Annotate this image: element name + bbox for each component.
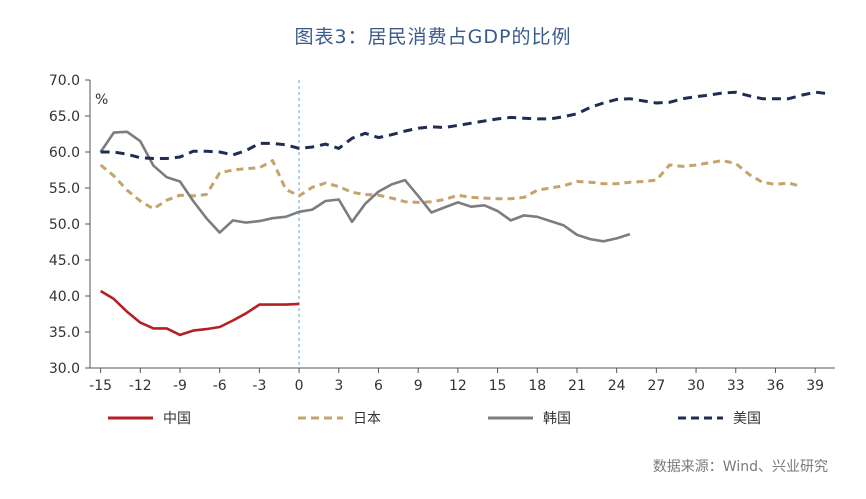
x-tick-label: 3 [334,378,343,394]
series-line-4 [100,90,829,160]
legend-label-2: 日本 [353,411,381,427]
x-tick-label: 18 [528,378,546,394]
chart-title: 图表3：居民消费占GDP的比例 [294,26,572,48]
legend-label-1: 中国 [163,411,191,427]
x-tick-label: -15 [89,378,112,394]
x-tick-label: -3 [252,378,266,394]
x-tick-label: -9 [173,378,187,394]
y-tick-label: 40.0 [49,289,80,305]
x-tick-label: -12 [129,378,152,394]
y-tick-label: 55.0 [49,181,80,197]
legend-label-4: 美国 [733,411,761,427]
series-line-3 [99,130,631,243]
x-tick-label: 12 [449,378,467,394]
x-tick-label: 27 [647,378,665,394]
x-tick-label: 0 [295,378,304,394]
y-tick-label: 35.0 [49,325,80,341]
x-tick-label: 33 [727,378,745,394]
x-tick-label: 6 [374,378,383,394]
unit-label: % [95,92,108,108]
x-tick-label: 9 [414,378,423,394]
x-tick-label: 39 [806,378,824,394]
x-tick-label: 30 [687,378,705,394]
y-tick-label: 30.0 [49,361,80,377]
x-tick-label: 24 [608,378,626,394]
y-tick-label: 70.0 [49,73,80,89]
data-source-note: 数据来源：Wind、兴业研究 [652,459,828,475]
y-tick-label: 50.0 [49,217,80,233]
x-tick-label: -6 [213,378,227,394]
legend-label-3: 韩国 [543,411,571,427]
x-tick-label: 21 [568,378,586,394]
y-tick-label: 45.0 [49,253,80,269]
x-tick-label: 15 [489,378,507,394]
series-line-2 [99,159,803,211]
x-tick-label: 36 [767,378,785,394]
y-tick-label: 60.0 [49,145,80,161]
y-tick-label: 65.0 [49,109,80,125]
series-line-1 [99,289,300,337]
